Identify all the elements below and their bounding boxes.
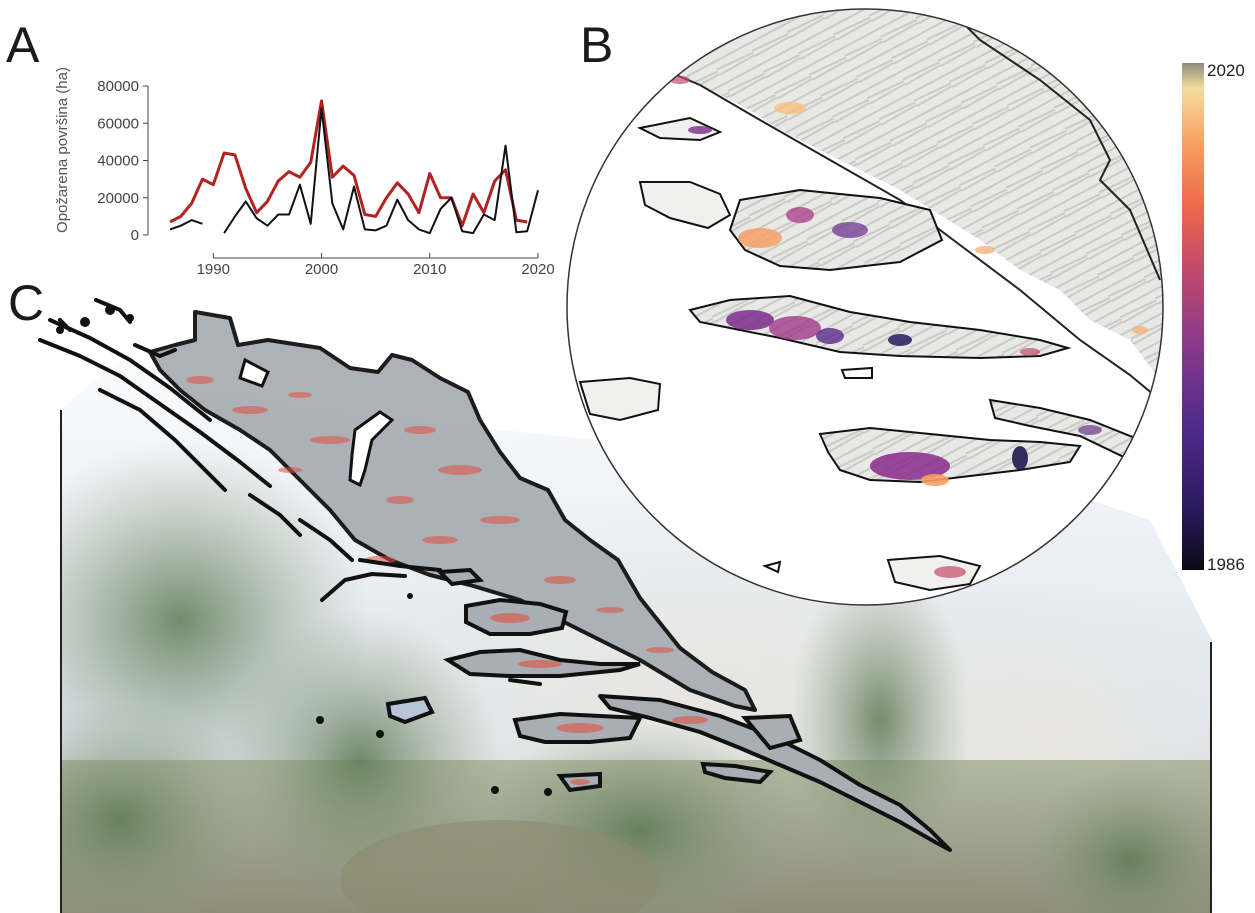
x-tick-label: 2000 [305,261,338,275]
island-vis [385,695,435,725]
panel-a-line-chart: 0 20000 40000 60000 80000 1990 2000 2010 2020 Op… [54,67,555,275]
zoom-island-solta [638,181,732,230]
colorbar-top-label: 2020 [1207,61,1245,80]
x-tick-label: 2020 [521,261,554,275]
x-tick-label: 2010 [413,261,446,275]
y-axis-label: Opožarena površina (ha) [54,67,71,233]
colorbar-gradient [1182,63,1204,570]
x-tick-label: 1990 [197,261,230,275]
panel-label-a: A [6,17,40,73]
series-line-black [169,219,203,231]
coastline-map [38,298,952,852]
y-tick-label: 0 [131,227,139,244]
burn-speckles-mainland [186,376,674,653]
zoom-island-hvar [688,294,1072,360]
zoom-burn-areas [670,21,1148,578]
series-line-black [223,107,539,235]
circle-outline [566,8,1164,606]
zoom-island-vis [578,376,662,422]
island-mljet [700,761,775,785]
y-tick-label: 40000 [97,153,139,170]
northern-islands [38,298,542,686]
y-tick-label: 60000 [97,115,139,132]
colorbar-bottom-label: 1986 [1207,555,1245,574]
panel-label-c: C [8,275,45,331]
chart-axes: 0 20000 40000 60000 80000 1990 2000 2010 2020 [97,78,554,275]
series-line-red [169,99,528,228]
y-tick-label: 20000 [97,190,139,207]
panel-label-b: B [580,17,614,73]
chart-series [169,99,539,235]
island-solta [435,567,485,587]
zoom-mainland [640,9,1163,400]
y-tick-label: 80000 [97,78,139,95]
zoom-island-lastovo [886,554,982,592]
